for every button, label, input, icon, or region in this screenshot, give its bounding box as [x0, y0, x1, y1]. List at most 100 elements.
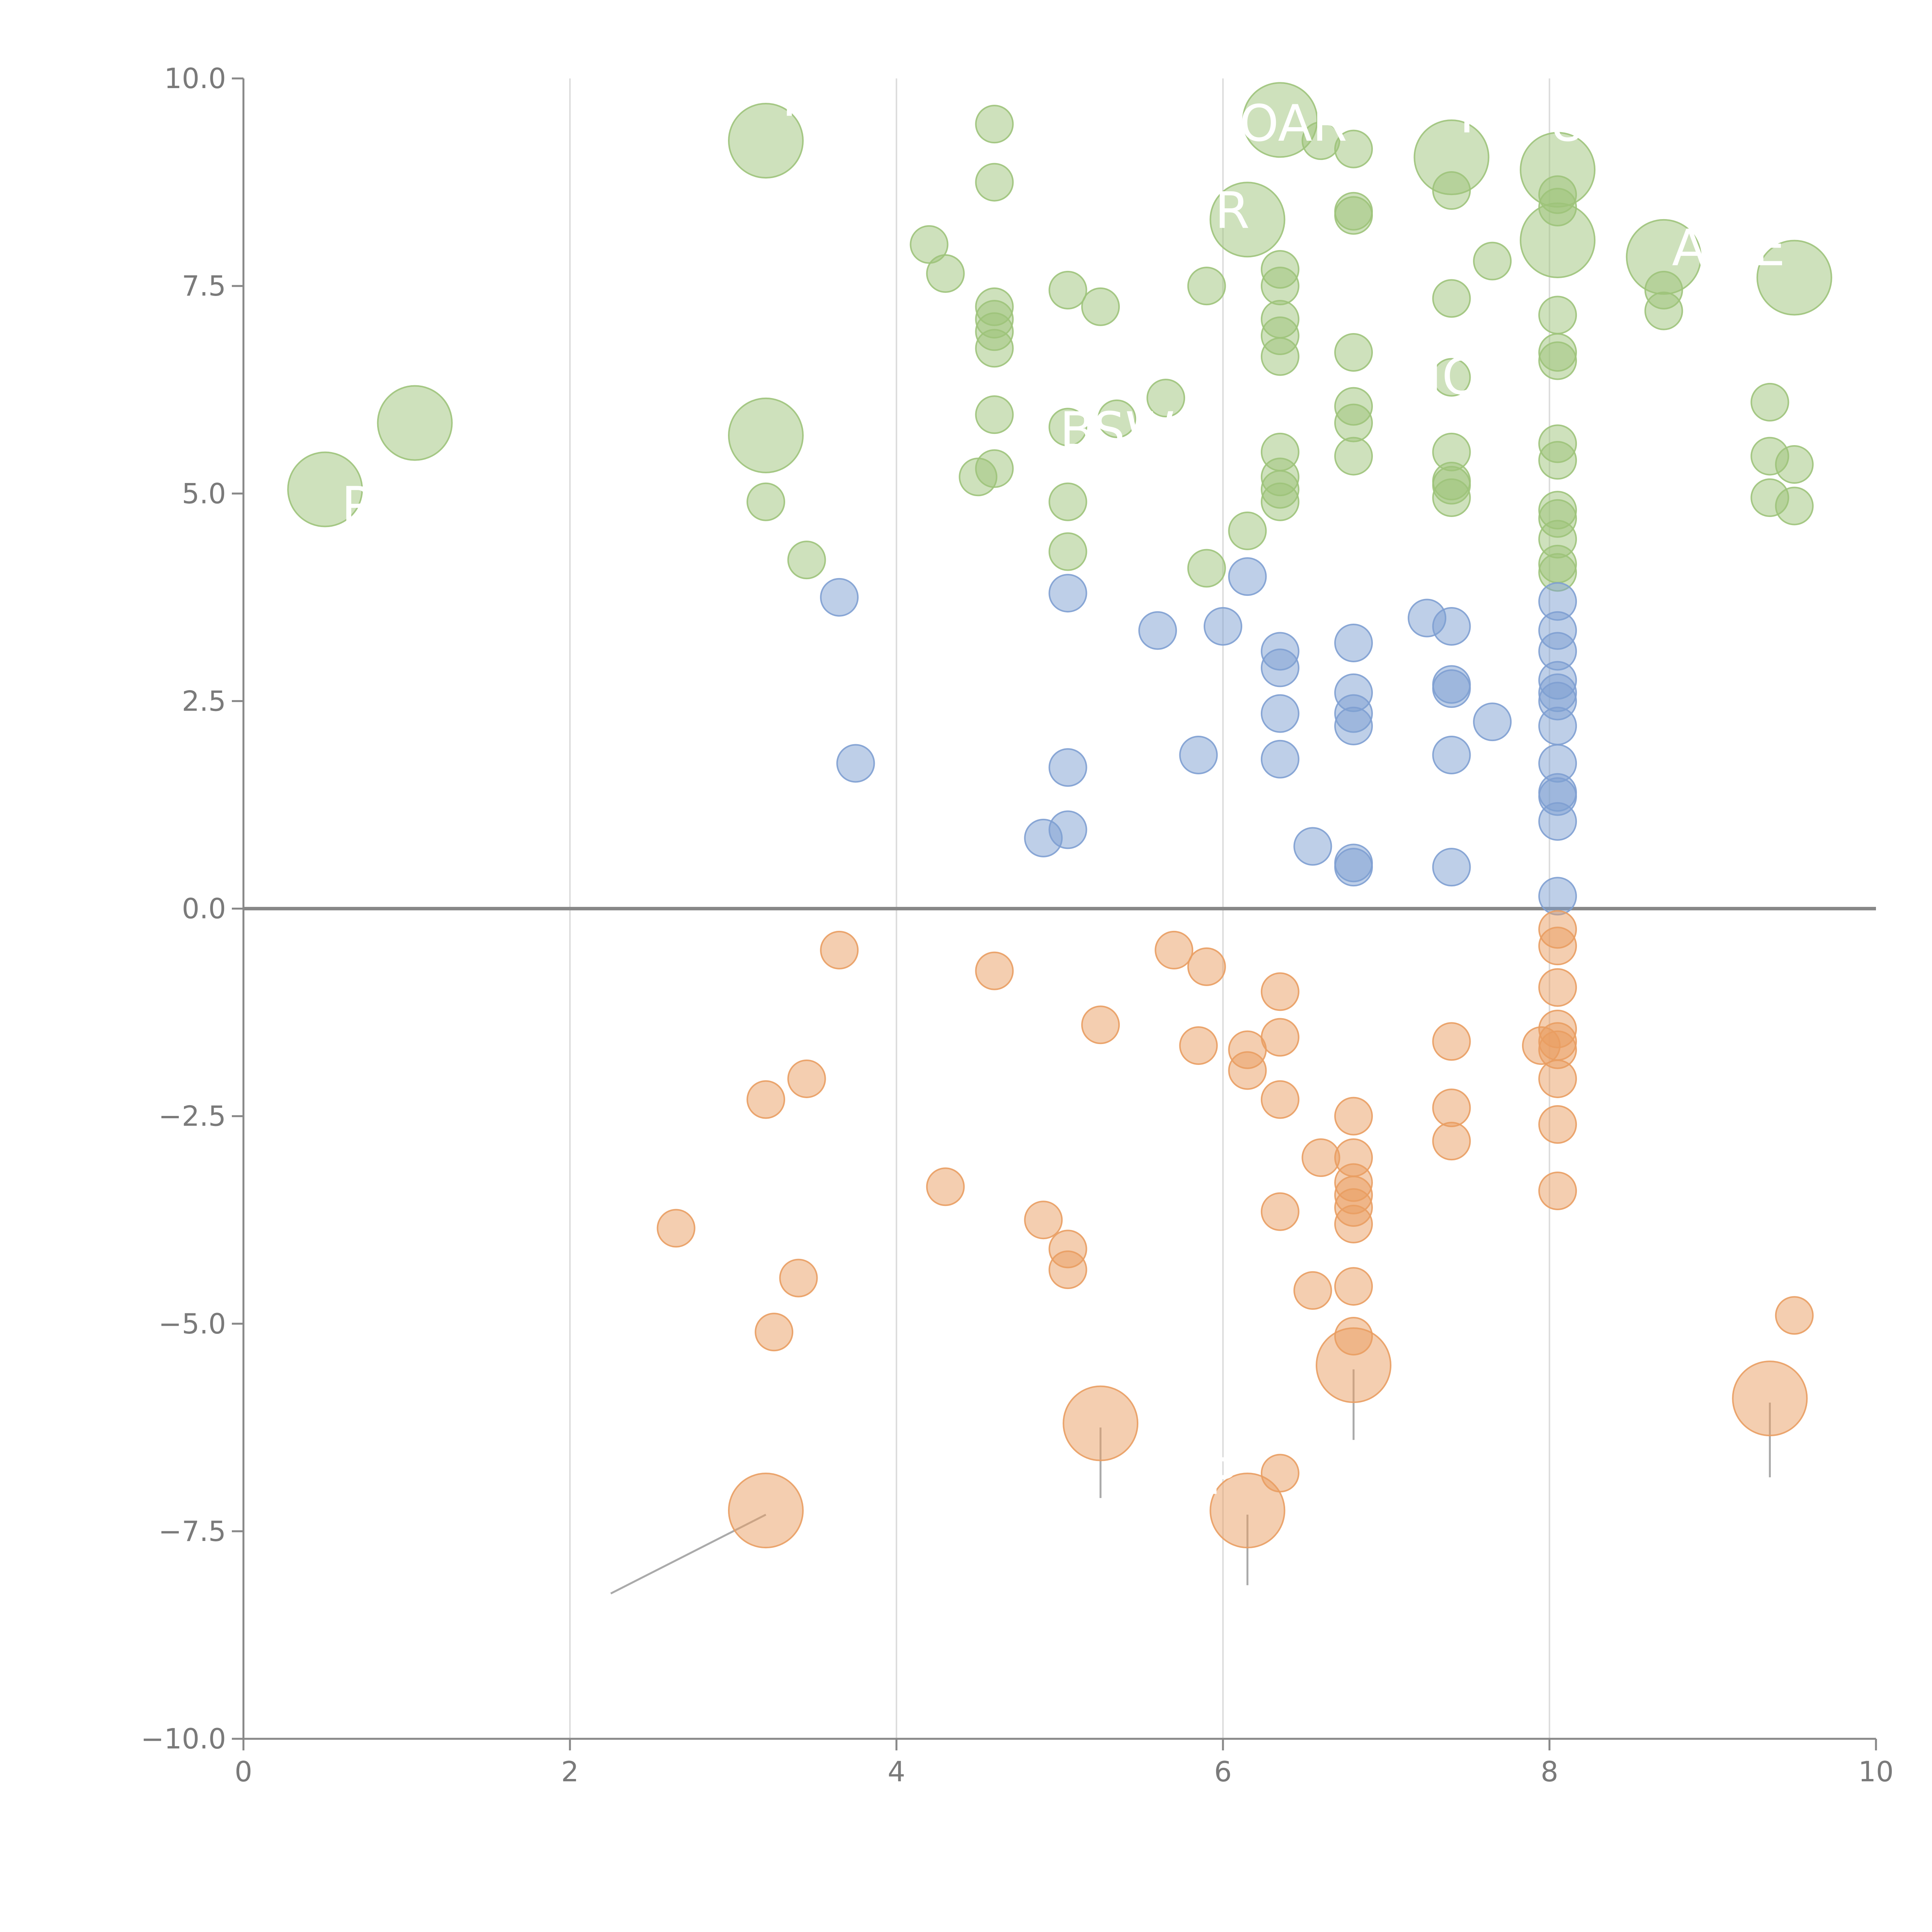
data-point-blue [1179, 736, 1218, 775]
y-tick-label: −5.0 [158, 1308, 226, 1340]
data-point-green [975, 105, 1014, 144]
x-tick-label: 0 [235, 1755, 252, 1788]
data-point-blue [1432, 607, 1471, 646]
data-point-green [1260, 267, 1299, 306]
data-point-green [728, 397, 804, 473]
data-point-blue [1538, 802, 1577, 841]
data-point-green [1432, 358, 1471, 397]
data-point-green [1048, 532, 1087, 571]
data-point-green [1228, 511, 1267, 550]
data-point-blue [1048, 574, 1087, 613]
data-point-green [1048, 408, 1087, 447]
data-point-orange [1081, 1005, 1120, 1044]
data-point-orange [926, 1167, 965, 1206]
data-point-green [1432, 478, 1471, 517]
data-point-green [1146, 379, 1185, 418]
data-point-green [787, 541, 826, 580]
data-point-green [1260, 482, 1299, 521]
data-point-green [1097, 399, 1136, 438]
data-point-blue [1138, 611, 1177, 650]
data-point-orange [1260, 972, 1299, 1011]
data-point-green [975, 163, 1014, 202]
data-point-orange [1538, 1059, 1577, 1098]
data-point-green [1538, 188, 1577, 227]
data-point-orange [1228, 1051, 1267, 1090]
data-point-green [287, 451, 363, 527]
data-point-blue [1228, 557, 1267, 596]
point-label: E [1753, 218, 1785, 277]
data-point-orange [1260, 1192, 1299, 1231]
leader-lines [333, 160, 1795, 1595]
data-point-blue [1334, 706, 1373, 745]
data-point-green [728, 103, 804, 179]
data-point-orange [1301, 1138, 1340, 1177]
point-label: P [1207, 1447, 1237, 1506]
data-point-orange [1334, 1097, 1373, 1136]
y-tick-label: 7.5 [182, 270, 226, 302]
data-point-orange [1334, 1204, 1373, 1243]
data-point-blue [1293, 827, 1332, 866]
data-point-orange [1538, 968, 1577, 1007]
data-point-blue [1048, 748, 1087, 787]
data-point-green [747, 482, 785, 521]
data-point-orange [975, 951, 1014, 990]
y-tick-label: −2.5 [158, 1100, 226, 1133]
point-label: R [1215, 181, 1250, 240]
data-point-green [1750, 383, 1789, 422]
data-point-green [1334, 196, 1373, 235]
data-point-green [1334, 333, 1373, 372]
x-tick-label: 2 [561, 1755, 579, 1788]
data-point-green [926, 254, 965, 293]
data-point-orange [1260, 1018, 1299, 1057]
data-point-green [1048, 270, 1087, 310]
data-point-orange [1732, 1361, 1808, 1437]
data-point-green [1242, 82, 1318, 158]
data-points [287, 82, 1832, 1549]
data-point-blue [1048, 810, 1087, 849]
data-point-orange [1293, 1271, 1332, 1310]
data-point-orange [1063, 1385, 1139, 1461]
data-point-orange [755, 1313, 794, 1352]
data-point-orange [728, 1473, 804, 1549]
data-point-blue [1538, 706, 1577, 745]
point-label: UI [1549, 94, 1601, 153]
data-point-orange [787, 1059, 826, 1098]
data-point-orange [1538, 1171, 1577, 1210]
data-point-green [1756, 240, 1832, 316]
data-point-orange [1432, 1122, 1471, 1161]
data-point-orange [656, 1209, 696, 1248]
data-point-green [1432, 171, 1471, 210]
data-point-green [1538, 441, 1577, 480]
axes: 0 2 4 6 8 10 −10.0 −7.5 −5.0 −2.5 0.0 2.5 5.0 7.5 10.0 [141, 62, 1893, 1788]
data-point-green [1432, 279, 1471, 318]
data-point-green [975, 449, 1014, 488]
data-point-blue [1204, 607, 1242, 646]
data-point-green [1644, 291, 1683, 330]
data-point-green [1187, 549, 1226, 588]
data-point-blue [1432, 848, 1471, 887]
data-point-green [975, 329, 1014, 368]
data-point-orange [1538, 927, 1577, 966]
point-label: IO [1427, 347, 1481, 406]
data-point-green [1081, 287, 1120, 326]
data-point-green [1334, 129, 1373, 168]
data-point-orange [1187, 947, 1226, 986]
data-point-orange [1209, 1473, 1286, 1549]
point-label: T [774, 69, 805, 128]
data-point-green [1260, 337, 1299, 376]
data-point-green [377, 385, 453, 461]
data-point-orange [1538, 1105, 1577, 1144]
point-label: BSW [1060, 401, 1175, 460]
y-tick-label: −7.5 [158, 1515, 226, 1548]
data-point-green [1187, 267, 1226, 306]
data-point-orange [1334, 1267, 1373, 1306]
data-point-blue [1260, 648, 1299, 687]
data-point-orange [1179, 1026, 1218, 1065]
x-tick-label: 6 [1214, 1755, 1232, 1788]
y-tick-label: 5.0 [182, 477, 226, 510]
y-tick-label: 0.0 [182, 893, 226, 925]
data-point-orange [1432, 1088, 1471, 1128]
data-point-orange [1432, 1022, 1471, 1061]
data-point-green [1334, 403, 1373, 442]
data-point-blue [1260, 740, 1299, 779]
